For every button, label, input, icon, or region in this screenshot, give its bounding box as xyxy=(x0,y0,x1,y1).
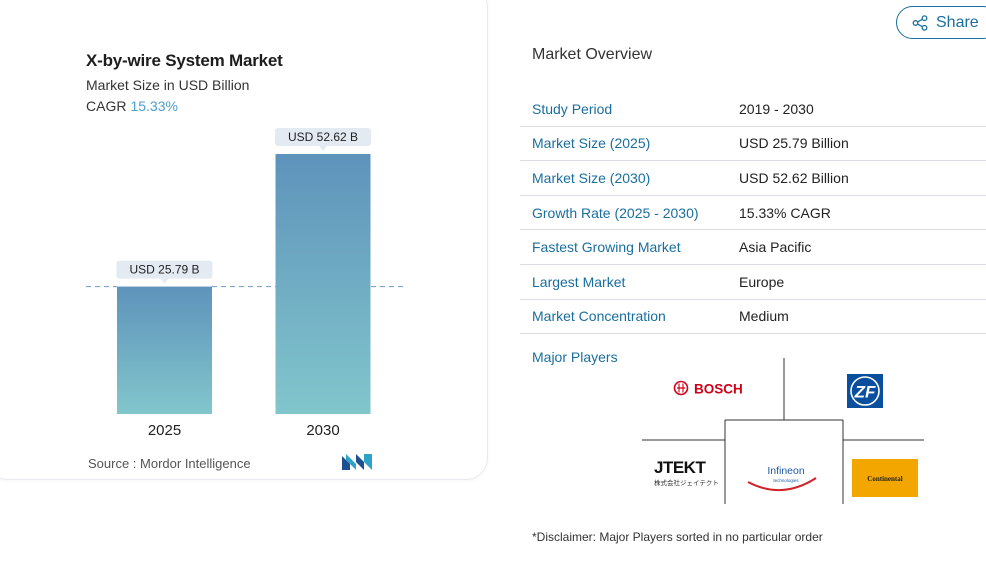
share-label: Share xyxy=(936,13,979,31)
bar-2030 xyxy=(275,154,371,414)
chart-card xyxy=(0,0,488,480)
share-icon xyxy=(912,14,928,31)
jtekt-logo[interactable]: JTEKT 株式会社ジェイテクト xyxy=(654,458,719,487)
infineon-logo-subtext: technologies xyxy=(773,478,799,483)
zf-logo-text: ZF xyxy=(854,383,876,402)
overview-row-concentration: Market Concentration Medium xyxy=(520,300,986,335)
data-label-background xyxy=(275,128,371,146)
continental-logo[interactable]: Continental xyxy=(852,459,918,497)
overview-row-market-size-2025: Market Size (2025) USD 25.79 Billion xyxy=(520,127,986,162)
overview-row-fastest-growing: Fastest Growing Market Asia Pacific xyxy=(520,230,986,265)
overview-value: 2019 - 2030 xyxy=(739,100,814,117)
overview-value: 15.33% CAGR xyxy=(739,204,831,221)
overview-key[interactable]: Largest Market xyxy=(532,273,626,290)
chart-source: Source : Mordor Intelligence xyxy=(88,456,251,471)
zf-logo[interactable]: ZF xyxy=(847,374,883,408)
overview-key[interactable]: Market Size (2025) xyxy=(532,135,651,152)
data-label-pointer xyxy=(319,146,327,151)
cagr-label: CAGR xyxy=(86,98,127,114)
data-label: USD 52.62 B xyxy=(288,130,358,144)
x-tick-label: 2025 xyxy=(148,422,181,439)
overview-key[interactable]: Study Period xyxy=(532,100,613,117)
chart-subtitle: Market Size in USD Billion xyxy=(86,77,250,93)
major-players-label[interactable]: Major Players xyxy=(532,349,618,365)
jtekt-logo-subtext: 株式会社ジェイテクト xyxy=(654,478,719,487)
overview-row-largest-market: Largest Market Europe xyxy=(520,265,986,300)
overview-value: Asia Pacific xyxy=(739,239,812,256)
overview-row-study-period: Study Period 2019 - 2030 xyxy=(520,92,986,127)
overview-value: Medium xyxy=(739,308,789,325)
jtekt-logo-text: JTEKT xyxy=(654,458,706,477)
cagr-value: 15.33% xyxy=(130,98,178,114)
share-button[interactable]: Share xyxy=(896,6,986,39)
infineon-logo-text: Infineon xyxy=(767,465,805,477)
bar-2025 xyxy=(117,286,212,414)
continental-logo-text: Continental xyxy=(867,475,902,483)
major-players-grid: BOSCH ZF JTEKT 株式会社ジェイテクト Infineon techn… xyxy=(642,358,924,504)
chart-title: X-by-wire System Market xyxy=(86,51,283,70)
overview-row-growth-rate: Growth Rate (2025 - 2030) 15.33% CAGR xyxy=(520,196,986,231)
overview-key[interactable]: Growth Rate (2025 - 2030) xyxy=(532,204,699,221)
mordor-intelligence-logo xyxy=(342,454,372,470)
bosch-logo[interactable]: BOSCH xyxy=(673,380,743,397)
data-label-pointer xyxy=(160,278,169,284)
data-label-background xyxy=(116,260,213,279)
infineon-logo[interactable]: Infineon technologies xyxy=(747,465,817,492)
data-label: USD 25.79 B xyxy=(129,263,199,277)
market-overview-table: Study Period 2019 - 2030 Market Size (20… xyxy=(520,92,986,335)
overview-value: USD 25.79 Billion xyxy=(739,135,849,152)
disclaimer: *Disclaimer: Major Players sorted in no … xyxy=(532,530,823,544)
x-tick-label: 2030 xyxy=(306,422,339,439)
overview-value: Europe xyxy=(739,273,785,290)
market-overview-heading: Market Overview xyxy=(532,46,653,63)
overview-key[interactable]: Market Size (2030) xyxy=(532,169,651,186)
overview-value: USD 52.62 Billion xyxy=(739,169,849,186)
bar-chart: USD 25.79 B 2025 USD 52.62 B 2030 xyxy=(86,128,405,439)
overview-key[interactable]: Market Concentration xyxy=(532,308,666,325)
cagr-line: CAGR 15.33% xyxy=(86,98,178,114)
overview-key[interactable]: Fastest Growing Market xyxy=(532,239,681,256)
bosch-logo-text: BOSCH xyxy=(694,382,743,397)
overview-row-market-size-2030: Market Size (2030) USD 52.62 Billion xyxy=(520,161,986,196)
